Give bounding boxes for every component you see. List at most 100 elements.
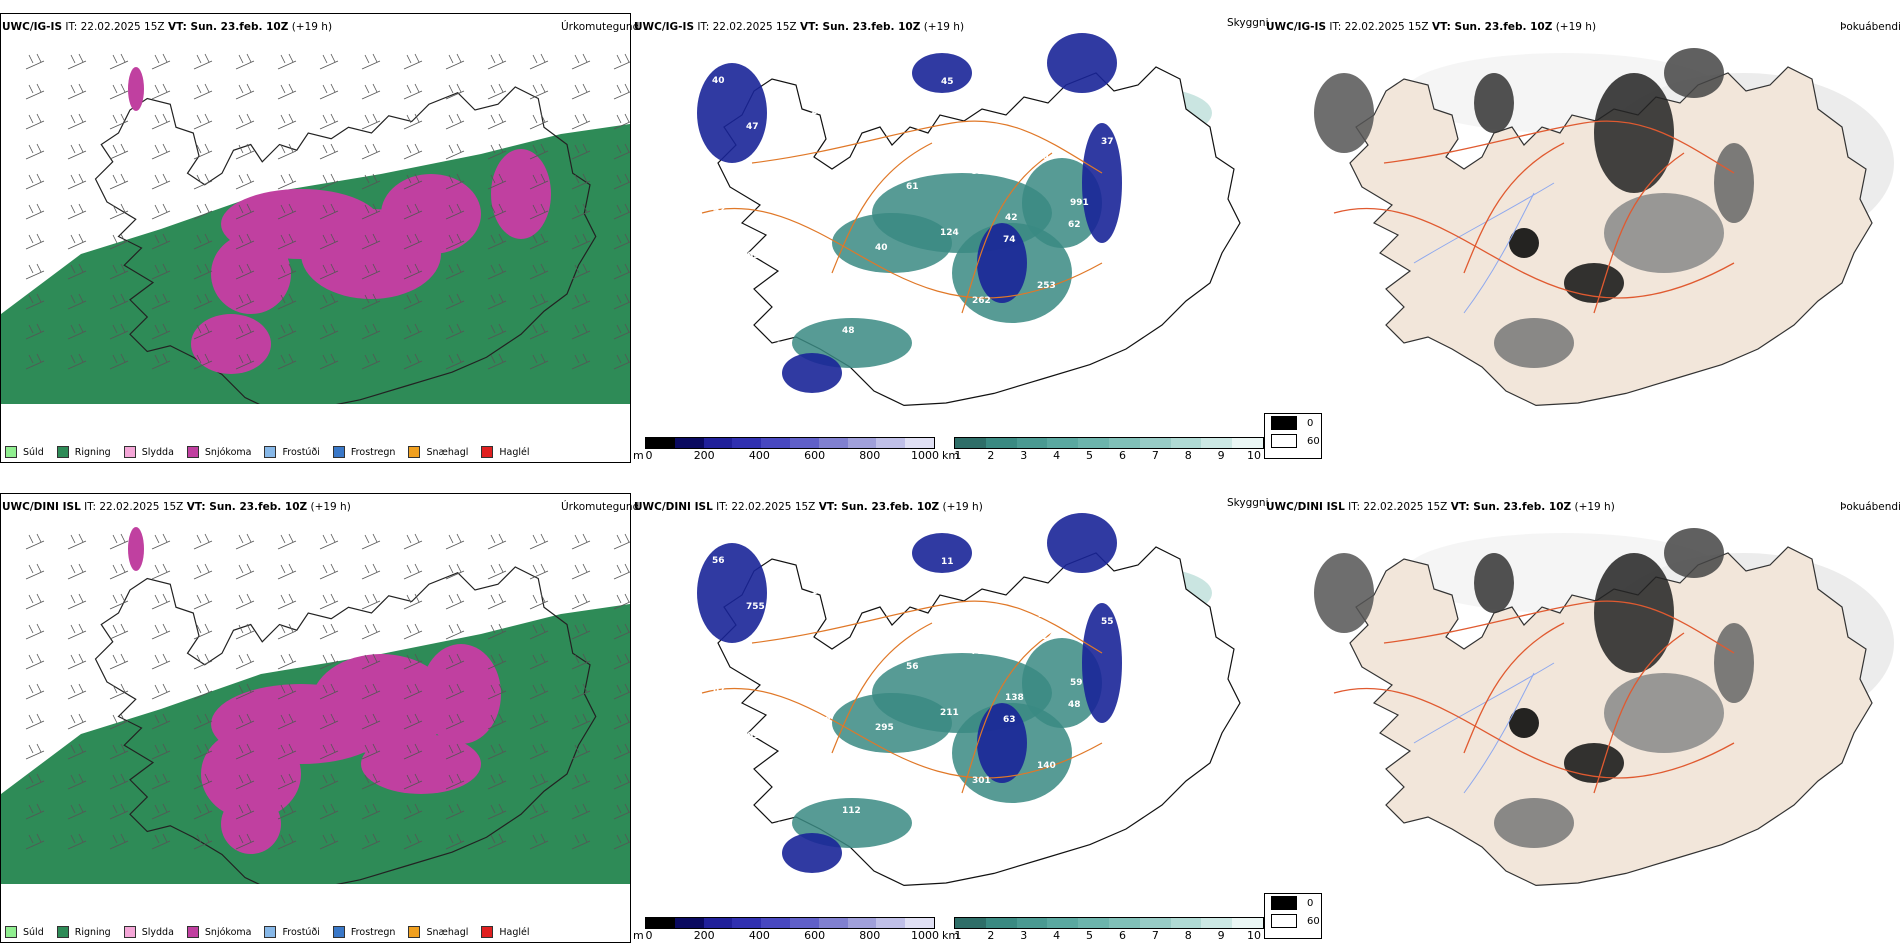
rivers [1413, 182, 1555, 314]
fog-field [1314, 48, 1754, 368]
precip-legend-item: Snæhagl [408, 926, 468, 938]
cloud-base-label: 124 [1036, 632, 1055, 642]
colorbar-tick: 10 [1247, 449, 1261, 462]
low-cloud-cell [697, 543, 767, 643]
precip-legend-item: Frostúði [264, 926, 320, 938]
fog-legend-2: 0 60 [1264, 893, 1322, 939]
colorbar-bin [789, 918, 819, 928]
colorbar-tick: 800 [859, 929, 881, 942]
cloud-base-label: 40 [712, 76, 725, 86]
colorbar-tick: 5 [1086, 449, 1094, 462]
fog-cell [1664, 48, 1724, 98]
precip-map-2 [1, 524, 630, 884]
cloud-map-1: 40 48 61 74 89 77 98 81 62 50 48 45 30 42 40 44 42 37 44 40… [697, 33, 1241, 407]
cloud-base-label: 85 [777, 821, 790, 831]
fog-cell [1604, 673, 1724, 753]
cloud-base-label: 300 [778, 670, 797, 680]
legend-label: Frostregn [350, 926, 396, 938]
cloud-base-label: 53 [907, 791, 920, 801]
cloud-base-label: 47 [746, 122, 759, 132]
cloud-base-label: 47 [715, 663, 728, 673]
fog-legend-swatch [1271, 914, 1297, 928]
precip-legend-item: Snjókoma [186, 926, 252, 938]
cloud-base-label: 300 [779, 319, 798, 329]
legend-label: Snjókoma [204, 446, 252, 458]
cloud-base-label: 171 [1102, 266, 1121, 276]
title-cloud-2: Skyggni [1227, 497, 1269, 509]
legend-swatch [123, 926, 136, 938]
colorbar-tick: 1 [954, 449, 962, 462]
legend-label: Haglél [499, 446, 530, 458]
low-cloud-cell [782, 833, 842, 873]
cloud-base-label: 62 [1068, 220, 1081, 230]
cloud-base-label: 253 [1037, 281, 1056, 291]
precip-legend-item: Súld [5, 446, 44, 458]
legend-swatch [481, 926, 494, 938]
fog-map-1 [1314, 48, 1894, 407]
colorbar-bin [1108, 918, 1140, 928]
cloud-base-label: 30 [1036, 152, 1049, 162]
cloud-base-label: 42 [1004, 84, 1017, 94]
colorbar-bin [1139, 918, 1171, 928]
precip-legend-item: Frostregn [332, 926, 396, 938]
precip-legend-2: Súld Rigning Slydda Snjókoma Frostúði Frostre… [5, 926, 543, 938]
colorbar-gradient [954, 917, 1264, 929]
snow-cell-nw [128, 67, 144, 111]
snow-cell [221, 794, 281, 854]
precip-legend-item: Snjókoma [186, 446, 252, 458]
fog-cell [1714, 143, 1754, 223]
legend-label: Súld [23, 446, 44, 458]
cloud-base-label: 48 [842, 326, 855, 336]
low-cloud-cell [1047, 513, 1117, 573]
cloud-base-label: 217 [811, 107, 830, 117]
wind-barbs [25, 533, 630, 850]
fog-cell [1509, 708, 1539, 738]
cloud-base-label: 124 [940, 228, 959, 238]
precip-legend-item: Frostúði [264, 446, 320, 458]
cloud-base-label: 435 [843, 655, 862, 665]
legend-label: Snjókoma [204, 926, 252, 938]
cloud-base-label: 207 [1069, 349, 1088, 359]
cloud-base-label: 65 [747, 251, 760, 261]
low-cloud-cell [697, 63, 767, 163]
fog-legend-row: 0 [1265, 414, 1321, 432]
colorbar-bin [876, 438, 906, 448]
legend-swatch [186, 446, 199, 458]
cloud-base-label: 61 [906, 182, 919, 192]
colorbar-tick: 3 [1020, 929, 1028, 942]
colorbar-km-2: km 1 2 3 4 5 6 7 8 9 10 [942, 917, 1264, 942]
cloud-base-label: 48 [809, 129, 822, 139]
legend-swatch [56, 926, 69, 938]
legend-swatch [332, 446, 345, 458]
fog-panel-2 [1264, 493, 1900, 943]
colorbar-unit: km [942, 449, 960, 462]
cloud-base-label: 164 [811, 587, 830, 597]
snow-cell [361, 734, 481, 794]
colorbar-bin [1016, 438, 1048, 448]
cloud-cell [832, 213, 952, 273]
colorbar-bin [1201, 438, 1233, 448]
colorbar-tick: 8 [1184, 929, 1192, 942]
precip-legend-item: Slydda [123, 446, 174, 458]
colorbar-bin [955, 918, 986, 928]
precip-map-1 [1, 44, 630, 404]
cloud-base-label: 324 [876, 92, 895, 102]
header-fog-1: UWC/IG-IS IT: 22.02.2025 15Z VT: Sun. 23… [1266, 21, 1597, 33]
snow-cell-nw [128, 527, 144, 571]
rivers [1413, 662, 1555, 794]
colorbar-tick: 10 [1247, 929, 1261, 942]
colorbar-bin [732, 918, 762, 928]
colorbar-bin [1170, 918, 1202, 928]
legend-label: Slydda [141, 446, 174, 458]
low-cloud-cell [912, 533, 972, 573]
colorbar-tick: 8 [1184, 449, 1192, 462]
precip-legend-item: Slydda [123, 926, 174, 938]
colorbar-bin [761, 438, 790, 448]
header-precip-1: UWC/IG-IS IT: 22.02.2025 15Z VT: Sun. 23… [2, 21, 333, 33]
cloud-base-label: 133 [939, 579, 958, 589]
fog-field [1314, 528, 1754, 848]
colorbar-tick: 600 [804, 449, 826, 462]
cloud-base-label: 112 [842, 806, 861, 816]
colorbar-tick: 1 [954, 929, 962, 942]
colorbar-bin [761, 918, 790, 928]
